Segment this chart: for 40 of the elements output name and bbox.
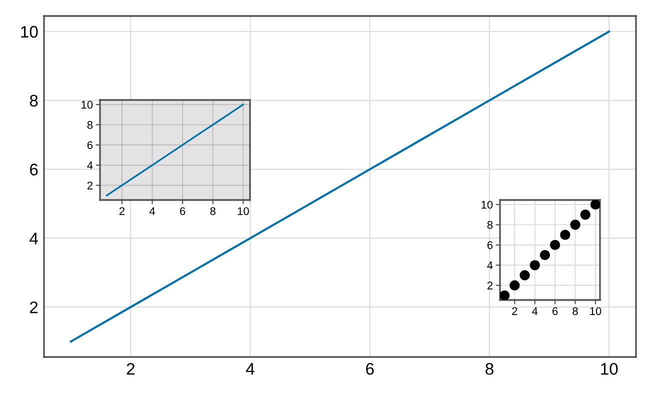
- point: [550, 240, 560, 250]
- point: [530, 260, 540, 270]
- y-tick-label: 8: [487, 221, 493, 229]
- point: [540, 250, 550, 260]
- y-tick-label: 10: [482, 200, 493, 209]
- y-tick-label: 10: [21, 26, 38, 38]
- point: [520, 270, 530, 280]
- x-tick-label: 2: [512, 307, 518, 315]
- x-tick-label: 6: [366, 362, 374, 375]
- line-series: [106, 104, 244, 196]
- x-tick-label: 4: [246, 363, 254, 375]
- x-tick-label: 10: [601, 362, 618, 375]
- y-tick-label: 4: [87, 162, 93, 170]
- x-tick-label: 2: [126, 362, 135, 375]
- x-tick-label: 10: [590, 307, 602, 316]
- y-tick-label: 4: [30, 232, 38, 244]
- point: [510, 280, 520, 290]
- point: [580, 210, 590, 220]
- x-tick-label: 4: [149, 207, 156, 215]
- x-tick-label: 6: [552, 307, 558, 316]
- y-tick-label: 8: [30, 94, 38, 107]
- y-tick-label: 10: [82, 100, 93, 109]
- x-tick-label: 6: [180, 207, 186, 216]
- y-tick-label: 2: [487, 282, 492, 290]
- x-tick-label: 8: [572, 307, 578, 316]
- y-tick-label: 8: [87, 121, 93, 129]
- x-tick-label: 4: [532, 307, 538, 315]
- y-tick-label: 2: [87, 182, 92, 190]
- y-tick-label: 6: [87, 141, 93, 150]
- point: [570, 220, 580, 230]
- y-tick-label: 6: [487, 241, 493, 250]
- line-series: [70, 30, 610, 343]
- y-tick-label: 4: [487, 262, 493, 270]
- point: [500, 290, 510, 300]
- point: [590, 200, 600, 210]
- x-tick-label: 10: [238, 207, 249, 216]
- point: [560, 230, 570, 240]
- y-tick-label: 6: [30, 164, 38, 176]
- x-tick-label: 2: [119, 207, 124, 215]
- x-tick-label: 8: [210, 207, 216, 216]
